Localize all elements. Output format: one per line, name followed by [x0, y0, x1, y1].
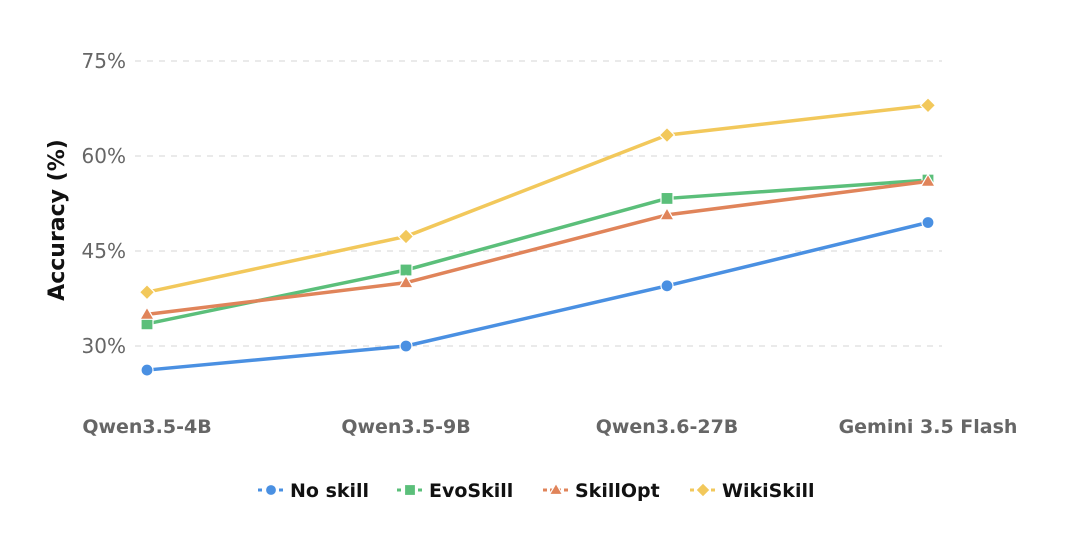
- legend-label: EvoSkill: [429, 480, 513, 502]
- x-axis-ticks: Qwen3.5-4B Qwen3.5-9B Qwen3.6-27B Gemini 3.…: [82, 416, 1017, 438]
- y-tick-label: 60%: [82, 144, 126, 168]
- legend-marker: [695, 482, 711, 498]
- series-line: [145, 220, 930, 372]
- data-point: [658, 126, 676, 144]
- series: [138, 96, 937, 377]
- legend-label: SkillOpt: [575, 480, 660, 502]
- legend-marker: [403, 483, 417, 497]
- data-point: [658, 206, 676, 221]
- legend-label: WikiSkill: [722, 480, 814, 502]
- data-point: [660, 191, 674, 206]
- series-wikiskill: [138, 96, 937, 301]
- data-point: [397, 274, 415, 289]
- data-point: [138, 306, 156, 320]
- x-tick-label: Qwen3.5-4B: [82, 416, 211, 438]
- y-axis-label: Accuracy (%): [45, 139, 70, 301]
- series-line: [145, 179, 930, 317]
- data-point: [399, 339, 413, 353]
- legend: No skill EvoSkill SkillOpt WikiSkill: [258, 480, 814, 502]
- legend-item: SkillOpt: [543, 480, 660, 502]
- legend-marker: [548, 482, 564, 496]
- series-skillopt: [138, 173, 937, 320]
- x-tick-label: Qwen3.5-9B: [341, 416, 470, 438]
- legend-marker: [264, 483, 278, 497]
- legend-item: WikiSkill: [690, 480, 814, 502]
- legend-item: No skill: [258, 480, 369, 502]
- data-point: [140, 363, 154, 377]
- series-line: [145, 103, 930, 294]
- legend-item: EvoSkill: [397, 480, 513, 502]
- y-axis-ticks: 30% 45% 60% 75%: [82, 49, 126, 358]
- series-no-skill: [140, 215, 935, 377]
- data-point: [919, 173, 937, 187]
- y-tick-label: 75%: [82, 49, 126, 73]
- data-point: [919, 96, 937, 114]
- grid: [135, 60, 942, 347]
- legend-label: No skill: [290, 480, 369, 502]
- y-tick-label: 45%: [82, 239, 126, 263]
- data-point: [921, 215, 935, 230]
- data-point: [138, 283, 156, 301]
- x-tick-label: Gemini 3.5 Flash: [839, 416, 1018, 438]
- data-point: [660, 279, 674, 293]
- x-tick-label: Qwen3.6-27B: [596, 416, 739, 438]
- data-point: [399, 263, 413, 277]
- y-tick-label: 30%: [82, 334, 126, 358]
- data-point: [397, 228, 415, 245]
